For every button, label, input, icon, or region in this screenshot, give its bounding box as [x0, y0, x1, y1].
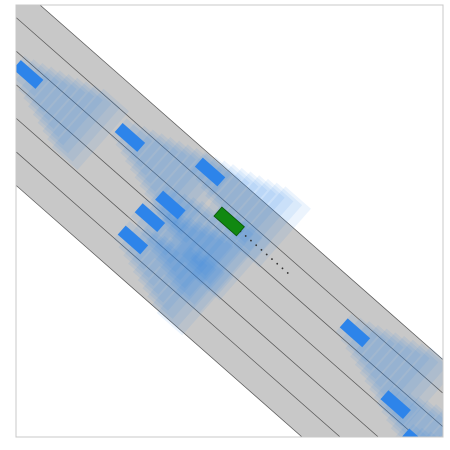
prediction-haze [189, 215, 263, 293]
prediction-haze [125, 129, 179, 184]
trajectory-dot [255, 244, 258, 247]
prediction-haze [47, 85, 121, 162]
prediction-haze [229, 182, 303, 260]
trajectory-dot [260, 248, 263, 251]
trajectory-dot [286, 272, 289, 274]
prediction-haze [156, 254, 234, 336]
prediction-haze [168, 228, 243, 305]
prediction-haze [18, 62, 68, 113]
trajectory-dot [265, 253, 268, 256]
prediction-haze [139, 140, 205, 209]
prediction-haze [224, 178, 294, 251]
vehicle [401, 428, 432, 437]
prediction-haze [173, 231, 251, 313]
prediction-haze [51, 88, 129, 170]
prediction-haze [205, 164, 259, 219]
frame-border [15, 4, 444, 438]
prediction-haze [165, 197, 219, 252]
prediction-haze [149, 213, 208, 272]
prediction-haze [134, 136, 196, 200]
vehicle [155, 190, 186, 220]
prediction-haze [345, 321, 395, 371]
prediction-haze [23, 66, 77, 121]
prediction-haze [123, 228, 173, 278]
prediction-haze [37, 77, 103, 146]
prediction-haze [421, 443, 450, 450]
prediction-haze [120, 125, 170, 176]
trajectory-dot [244, 235, 247, 237]
prediction-haze [416, 439, 450, 450]
prediction-haze [137, 239, 199, 303]
prediction-haze [147, 246, 217, 319]
prediction-haze [42, 81, 112, 154]
prediction-haze [400, 404, 443, 437]
prediction-haze [32, 74, 95, 138]
trajectory-dot [250, 239, 252, 242]
prediction-haze [354, 328, 413, 388]
vehicle [114, 123, 146, 152]
prediction-haze [170, 200, 228, 260]
vehicle [194, 157, 226, 187]
trajectory-dot [281, 267, 284, 270]
trajectory-dot [271, 258, 273, 260]
prediction-haze [386, 393, 436, 437]
vehicle [380, 390, 411, 420]
prediction-haze [154, 217, 216, 281]
ego-vehicle [213, 206, 245, 237]
trajectory-dot [276, 262, 279, 265]
vehicle [16, 60, 44, 89]
prediction-haze [145, 209, 199, 264]
prediction-haze [129, 133, 188, 192]
prediction-haze [426, 446, 450, 450]
vehicle [339, 318, 371, 348]
prediction-haze [364, 336, 430, 404]
prediction-haze [159, 220, 225, 289]
prediction-haze [164, 224, 234, 297]
prediction-haze [390, 396, 443, 437]
prediction-haze [142, 243, 208, 311]
prediction-haze [160, 193, 211, 243]
prediction-haze [151, 250, 226, 328]
vehicle [134, 203, 166, 233]
prediction-haze [128, 232, 182, 287]
prediction-haze [350, 324, 404, 379]
prediction-haze [194, 219, 272, 301]
prediction-haze [132, 235, 191, 295]
prediction-haze [395, 400, 443, 437]
vehicle [117, 225, 149, 255]
prediction-haze [233, 186, 311, 268]
prediction-haze [28, 70, 86, 129]
prediction-haze [200, 160, 250, 210]
prediction-haze [359, 332, 421, 396]
